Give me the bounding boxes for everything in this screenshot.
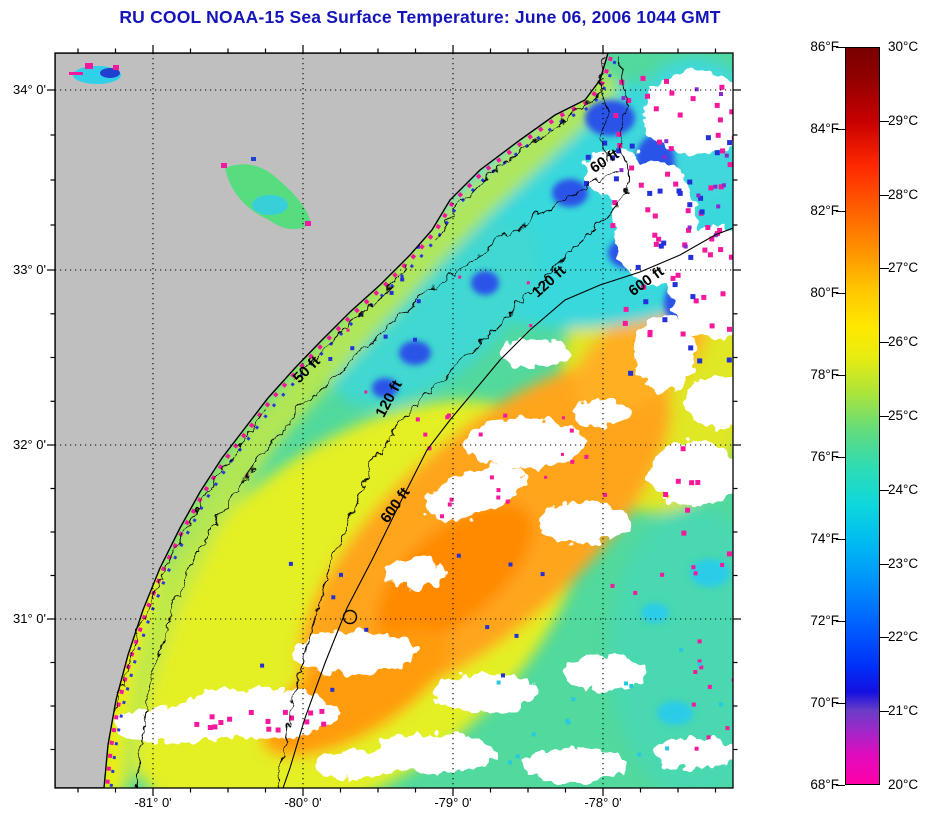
sst-colorbar bbox=[845, 47, 880, 785]
plot-border bbox=[54, 52, 734, 789]
colorbar-tick bbox=[880, 268, 889, 270]
coastal-detail bbox=[112, 54, 631, 711]
colorbar-label-f: 84°F bbox=[810, 121, 839, 136]
colorbar-label-f: 70°F bbox=[810, 695, 839, 710]
colorbar-label-f: 80°F bbox=[810, 285, 839, 300]
colorbar-label-c: 28°C bbox=[888, 186, 919, 202]
colorbar-label-c: 25°C bbox=[888, 408, 919, 423]
station-marker bbox=[342, 609, 358, 625]
colorbar-label-f: 82°F bbox=[810, 203, 839, 218]
colorbar-tick bbox=[880, 637, 889, 639]
colorbar-label-c: 30°C bbox=[888, 39, 919, 54]
y-axis-label: 31° 0' bbox=[13, 611, 46, 626]
contour-600ft-line bbox=[282, 227, 733, 788]
coast-fringe bbox=[105, 56, 617, 788]
x-axis-label: -79° 0' bbox=[434, 795, 472, 810]
colorbar-tick bbox=[836, 785, 845, 786]
colorbar-label-c: 24°C bbox=[888, 481, 919, 497]
colorbar-tick bbox=[836, 211, 845, 212]
colorbar-tick bbox=[880, 120, 889, 122]
lakes bbox=[69, 63, 311, 230]
colorbar-label-f: 72°F bbox=[810, 613, 839, 628]
x-axis-label: -80° 0' bbox=[284, 795, 322, 810]
colorbar-label-c: 23°C bbox=[888, 555, 919, 571]
x-axis-label: -81° 0' bbox=[134, 795, 172, 810]
contour-50ft-line bbox=[132, 167, 616, 788]
colorbar-label-f: 78°F bbox=[810, 367, 839, 382]
colorbar-tick bbox=[880, 416, 889, 417]
colorbar-tick bbox=[880, 342, 889, 344]
figure-title: RU COOL NOAA-15 Sea Surface Temperature:… bbox=[119, 7, 721, 27]
x-axis-label: -78° 0' bbox=[584, 795, 622, 810]
colorbar-label-f: 74°F bbox=[810, 531, 839, 546]
colorbar-label-c: 20°C bbox=[888, 777, 919, 792]
colorbar-label-c: 29°C bbox=[888, 112, 919, 128]
colorbar-tick bbox=[836, 539, 845, 540]
colorbar-label-f: 86°F bbox=[810, 39, 839, 54]
colorbar-tick bbox=[880, 489, 889, 491]
colorbar-label-c: 26°C bbox=[888, 334, 919, 350]
colorbar-label-c: 21°C bbox=[888, 703, 919, 719]
colorbar-tick bbox=[836, 129, 845, 130]
colorbar-tick bbox=[880, 711, 889, 713]
contour-120ft-line bbox=[276, 182, 631, 788]
colorbar-tick bbox=[836, 621, 845, 622]
y-axis-label: 34° 0' bbox=[13, 82, 46, 97]
colorbar-tick bbox=[836, 375, 845, 376]
colorbar-label-f: 76°F bbox=[810, 449, 839, 464]
colorbar-tick bbox=[836, 293, 845, 294]
y-axis-label: 33° 0' bbox=[13, 262, 46, 277]
y-axis-label: 32° 0' bbox=[13, 437, 46, 452]
colorbar-label-f: 68°F bbox=[810, 777, 839, 792]
sst-map: 60 ft 120 ft 600 ft 50 ft 120 ft 600 ft bbox=[47, 45, 741, 796]
colorbar-label-c: 27°C bbox=[888, 260, 919, 276]
colorbar-label-c: 22°C bbox=[888, 629, 919, 645]
axis-ticks bbox=[47, 45, 741, 796]
cloud-mask bbox=[115, 71, 733, 783]
colorbar-tick bbox=[880, 563, 889, 565]
depth-contours bbox=[132, 167, 733, 788]
colorbar-tick bbox=[836, 457, 845, 458]
graticule bbox=[55, 53, 733, 788]
colorbar-tick bbox=[880, 194, 889, 196]
colorbar-tick bbox=[836, 703, 845, 704]
colorbar-tick bbox=[836, 47, 845, 48]
